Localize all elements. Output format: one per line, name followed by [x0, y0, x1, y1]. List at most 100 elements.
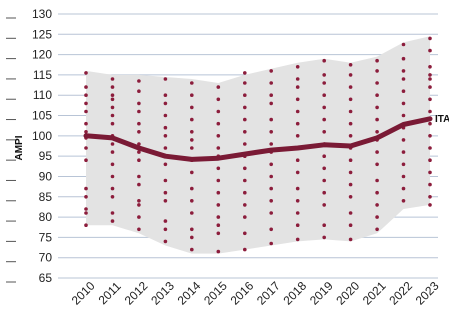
data-point — [84, 85, 88, 89]
data-point — [375, 215, 379, 219]
data-point — [428, 195, 432, 199]
data-point — [216, 146, 221, 150]
data-point — [84, 195, 88, 199]
data-point — [243, 93, 247, 97]
data-point — [190, 105, 194, 110]
data-point — [348, 182, 353, 187]
data-point — [137, 174, 141, 179]
data-point — [428, 203, 432, 207]
data-point — [190, 186, 194, 191]
data-point — [110, 211, 115, 215]
data-point — [243, 215, 247, 219]
data-point — [243, 166, 247, 171]
data-point — [322, 203, 327, 207]
data-point — [190, 81, 194, 85]
y-tick-label: 125 — [32, 27, 52, 41]
data-point — [348, 134, 353, 138]
data-point — [401, 162, 406, 167]
data-point — [348, 195, 353, 199]
data-point — [216, 109, 221, 114]
data-point — [216, 223, 221, 227]
data-point — [322, 81, 327, 85]
data-point — [216, 178, 221, 183]
data-point — [401, 56, 406, 61]
data-point — [137, 158, 141, 162]
data-point — [190, 170, 194, 175]
data-point — [243, 142, 247, 146]
x-tick-label: 2013 — [148, 279, 177, 308]
data-point — [243, 81, 247, 85]
data-point — [163, 77, 168, 81]
y-tick-label: 75 — [39, 230, 53, 244]
data-point — [216, 190, 221, 195]
data-point — [401, 101, 406, 106]
x-tick-label: 2010 — [69, 279, 98, 308]
data-point — [137, 101, 141, 106]
data-point — [269, 199, 274, 203]
data-point — [110, 142, 115, 146]
data-point — [322, 154, 327, 158]
data-point — [163, 134, 168, 138]
data-point — [190, 130, 194, 134]
data-point — [110, 150, 115, 154]
data-point — [110, 113, 115, 118]
data-point — [375, 162, 379, 167]
x-tick-label: 2016 — [228, 279, 257, 308]
y-tick-label: 70 — [39, 251, 53, 265]
series-line-ITA — [83, 116, 433, 162]
data-point — [401, 174, 406, 179]
y-tick-labels: 65 70 75 80 85 90 95 100 105 110 115 120 125 130 — [32, 7, 52, 285]
data-point — [348, 170, 353, 175]
data-point — [322, 93, 327, 97]
data-point — [84, 130, 88, 134]
data-point — [216, 121, 221, 126]
x-tick-label: 2020 — [333, 279, 362, 308]
data-point — [348, 63, 353, 67]
data-point — [84, 101, 88, 106]
data-point — [375, 203, 379, 207]
data-point — [348, 73, 353, 77]
data-point — [348, 158, 353, 162]
data-point — [269, 142, 274, 146]
data-point — [269, 162, 274, 167]
data-point — [269, 174, 274, 179]
data-point — [84, 93, 88, 97]
data-point — [322, 130, 327, 134]
data-point — [322, 223, 327, 227]
data-point — [295, 109, 300, 114]
data-point — [163, 199, 168, 203]
data-point — [137, 150, 141, 154]
data-point — [163, 162, 168, 167]
data-point — [428, 85, 432, 89]
data-point — [348, 109, 353, 114]
data-point — [243, 178, 247, 183]
x-tick-label: 2015 — [201, 279, 230, 308]
data-point — [110, 195, 115, 199]
data-point — [163, 239, 168, 244]
data-point — [243, 247, 247, 252]
data-point — [137, 203, 141, 207]
data-point — [401, 77, 406, 81]
y-tick-label: 110 — [33, 88, 52, 102]
data-point — [163, 101, 168, 106]
data-point — [428, 97, 432, 102]
data-point — [163, 146, 168, 150]
data-point — [295, 85, 300, 89]
data-point — [428, 146, 432, 150]
y-tick-label: 105 — [32, 109, 52, 123]
x-tick-label: 2018 — [280, 279, 309, 308]
data-point — [428, 48, 432, 53]
data-point — [216, 203, 221, 207]
data-point — [375, 69, 379, 73]
data-point — [375, 150, 379, 154]
data-point — [110, 162, 115, 167]
data-point — [137, 79, 141, 83]
data-point — [375, 227, 379, 232]
data-point — [428, 77, 432, 81]
y-tick-label: 95 — [39, 149, 53, 163]
x-tick-label: 2023 — [413, 279, 442, 308]
data-point — [137, 227, 141, 232]
data-point — [110, 93, 115, 97]
data-point — [375, 117, 379, 122]
data-point — [190, 211, 194, 215]
